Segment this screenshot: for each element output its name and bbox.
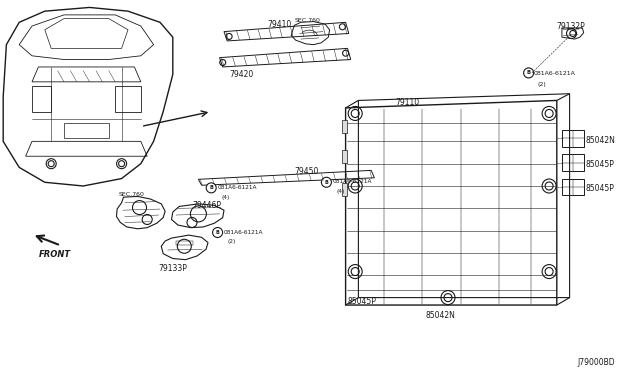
Text: 79420: 79420 — [229, 70, 253, 79]
Text: 081A6-6121A: 081A6-6121A — [534, 71, 575, 76]
Text: 85042N: 85042N — [586, 136, 616, 145]
Text: 081A6-6121A: 081A6-6121A — [224, 230, 264, 234]
Text: 85042N: 85042N — [426, 311, 456, 320]
Text: J79000BD: J79000BD — [577, 358, 615, 367]
Text: 79110: 79110 — [396, 98, 420, 107]
Text: 79446P: 79446P — [192, 201, 221, 210]
Text: B: B — [216, 230, 220, 235]
Text: 79410: 79410 — [268, 20, 292, 29]
Text: 85045P: 85045P — [348, 297, 376, 306]
Circle shape — [524, 68, 534, 78]
Text: 85045P: 85045P — [586, 160, 614, 169]
Polygon shape — [342, 120, 347, 133]
Text: 79133P: 79133P — [159, 264, 188, 273]
Circle shape — [206, 183, 216, 193]
Text: (4): (4) — [337, 189, 345, 194]
Text: 79132P: 79132P — [557, 22, 586, 31]
Text: 79450: 79450 — [294, 167, 319, 176]
Text: B: B — [527, 70, 531, 76]
Text: (4): (4) — [221, 195, 230, 199]
Text: B: B — [209, 185, 213, 190]
Text: B: B — [324, 180, 328, 185]
Text: SEC.760: SEC.760 — [294, 18, 320, 23]
Text: (2): (2) — [538, 82, 547, 87]
Text: SEC.760: SEC.760 — [118, 192, 144, 196]
Text: 85045P: 85045P — [586, 184, 614, 193]
Text: (2): (2) — [228, 239, 236, 244]
Circle shape — [321, 177, 332, 187]
Circle shape — [212, 228, 223, 237]
Text: 081A6-6121A: 081A6-6121A — [218, 185, 257, 190]
Polygon shape — [342, 150, 347, 163]
Polygon shape — [342, 183, 347, 196]
Text: 081A6-6121A: 081A6-6121A — [333, 179, 372, 184]
Text: FRONT: FRONT — [38, 250, 70, 259]
